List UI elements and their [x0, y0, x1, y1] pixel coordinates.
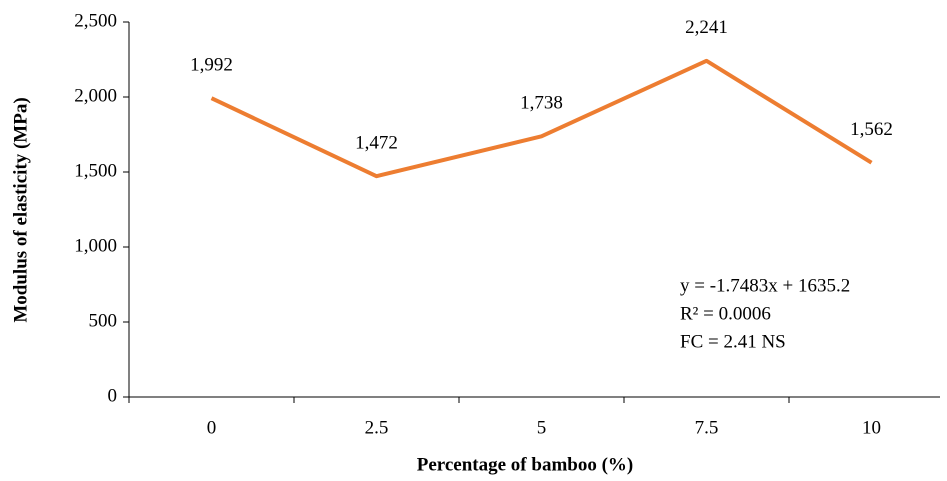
x-axis-title: Percentage of bamboo (%) [417, 454, 634, 475]
y-tick-label: 2,500 [74, 10, 117, 31]
y-axis-title: Modulus of elasticity (MPa) [10, 97, 31, 322]
value-label: 2,241 [685, 17, 728, 38]
annotation: FC = 2.41 NS [680, 331, 786, 352]
y-tick-label: 1,000 [74, 235, 117, 256]
x-tick-label: 10 [862, 417, 881, 438]
x-tick-label: 7.5 [695, 417, 719, 438]
line [210, 58, 873, 179]
value-label: 1,992 [190, 55, 233, 76]
annotation: R² = 0.0006 [680, 303, 771, 324]
value-label: 1,738 [520, 93, 563, 114]
value-label: 1,562 [850, 119, 893, 140]
value-label: 1,472 [355, 133, 398, 154]
y-tick-label: 500 [89, 310, 118, 331]
y-tick-label: 2,000 [74, 85, 117, 106]
x-tick-label: 5 [537, 417, 547, 438]
annotation: y = -1.7483x + 1635.2 [680, 275, 850, 296]
y-tick-label: 1,500 [74, 160, 117, 181]
y-tick-label: 0 [108, 385, 118, 406]
x-tick-label: 2.5 [365, 417, 389, 438]
x-tick-label: 0 [207, 417, 217, 438]
